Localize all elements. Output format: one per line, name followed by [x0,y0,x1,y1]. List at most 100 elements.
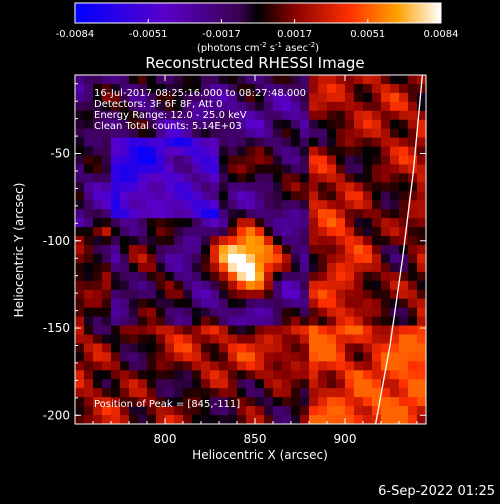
heatmap-cell [183,379,193,389]
heatmap-cell [318,343,328,354]
heatmap-cell [381,236,391,246]
heatmap-cell [354,83,364,94]
heatmap-cell [309,101,319,112]
heatmap-cell [381,83,391,94]
heatmap-cell [246,262,256,273]
heatmap-cell [363,245,373,255]
heatmap-cell [336,271,346,282]
heatmap-cell [390,388,400,398]
heatmap-cell [282,119,292,130]
heatmap-cell [111,182,121,192]
heatmap-cell [282,75,292,85]
heatmap-cell [228,334,238,345]
heatmap-cell [111,325,121,336]
heatmap-cell [300,182,310,192]
heatmap-cell [75,298,85,309]
heatmap-cell [381,200,391,210]
heatmap-cell [210,164,220,175]
heatmap-cell [201,352,211,362]
heatmap-cell [219,289,229,300]
heatmap-cell [399,218,409,228]
heatmap-cell [336,334,346,345]
heatmap-cell [273,101,283,112]
heatmap-cell [174,406,184,416]
heatmap-cell [282,370,292,380]
heatmap-cell [390,253,400,264]
heatmap-cell [417,173,426,183]
heatmap-cell [354,298,364,309]
heatmap-cell [327,379,337,389]
heatmap-cell [300,307,310,318]
heatmap-cell [300,352,310,362]
heatmap-cell [327,289,337,300]
heatmap-cell [372,128,382,139]
heatmap-cell [102,280,112,291]
heatmap-cell [84,227,94,237]
heatmap-cell [264,227,274,237]
heatmap-cell [102,209,112,219]
heatmap-cell [381,388,391,398]
heatmap-cell [255,325,265,336]
heatmap-cell [372,406,382,416]
heatmap-cell [93,164,103,175]
heatmap-cell [381,334,391,345]
heatmap-cell [354,191,364,201]
heatmap-cell [120,182,130,192]
heatmap-cell [336,298,346,309]
heatmap-cell [102,298,112,309]
heatmap-cell [345,137,355,148]
heatmap-cell [228,352,238,362]
heatmap-cell [354,253,364,264]
heatmap-cell [255,280,265,291]
heatmap-cell [93,137,103,148]
heatmap-cell [354,236,364,246]
heatmap-cell [381,110,391,121]
heatmap-cell [192,227,202,237]
heatmap-cell [246,361,256,371]
heatmap-cell [183,262,193,273]
heatmap-cell [399,191,409,201]
heatmap-cell [165,137,175,148]
heatmap-cell [381,289,391,300]
heatmap-cell [408,253,418,264]
heatmap-cell [255,236,265,246]
heatmap-cell [111,361,121,371]
heatmap-cell [363,280,373,291]
heatmap-cell [129,92,139,103]
heatmap-cell [174,92,184,103]
heatmap-cell [255,352,265,362]
heatmap-cell [192,343,202,354]
heatmap-cell [381,227,391,237]
heatmap-cell [363,218,373,228]
heatmap-cell [354,137,364,148]
heatmap-cell [318,110,328,121]
heatmap-cell [345,406,355,416]
heatmap-cell [345,361,355,371]
heatmap-cell [291,191,301,201]
heatmap-cell [309,209,319,219]
heatmap-cell [201,101,211,112]
heatmap-cell [174,253,184,264]
heatmap-cell [336,280,346,291]
heatmap-cell [417,146,426,157]
annotations: 16-Jul-2017 08:25:16.000 to 08:27:48.000… [94,88,306,410]
heatmap-cell [147,379,157,389]
heatmap-cell [282,325,292,336]
heatmap-cell [390,92,400,103]
annotation-peak: Position of Peak = [845,-111] [94,399,240,410]
heatmap-cell [237,110,247,121]
heatmap-cell [237,164,247,175]
heatmap-cell [264,101,274,112]
heatmap-cell [219,191,229,201]
heatmap-cell [174,209,184,219]
heatmap-cell [183,227,193,237]
heatmap-cell [300,101,310,112]
heatmap-cell [201,307,211,318]
heatmap-cell [156,119,166,130]
heatmap-cell [318,101,328,112]
heatmap-cell [417,164,426,175]
colorbar-ticks: -0.0084 -0.0051 -0.0017 0.0017 0.0051 0.0084 [56,19,459,40]
heatmap-cell [408,379,418,389]
heatmap-cell [282,110,292,121]
heatmap-cell [138,361,148,371]
